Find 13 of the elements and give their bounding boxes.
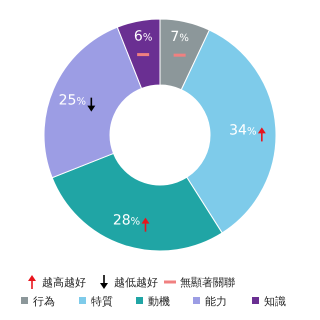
- legend-label: 知識: [264, 295, 286, 308]
- text: 越高越好: [42, 276, 86, 289]
- data-label: 28%: [112, 212, 140, 229]
- legend-label: 特質: [91, 295, 113, 308]
- text: 無顯著關聯: [180, 276, 235, 289]
- data-label: 25%: [58, 92, 86, 109]
- legend-label: 行為: [33, 295, 55, 308]
- legend-label: 動機: [148, 295, 170, 308]
- data-label: 7%: [170, 29, 189, 46]
- text: 越低越好: [114, 276, 158, 289]
- data-label: 34%: [229, 122, 256, 138]
- data-label: 6%: [134, 28, 152, 45]
- legend-label: 能力: [205, 295, 227, 308]
